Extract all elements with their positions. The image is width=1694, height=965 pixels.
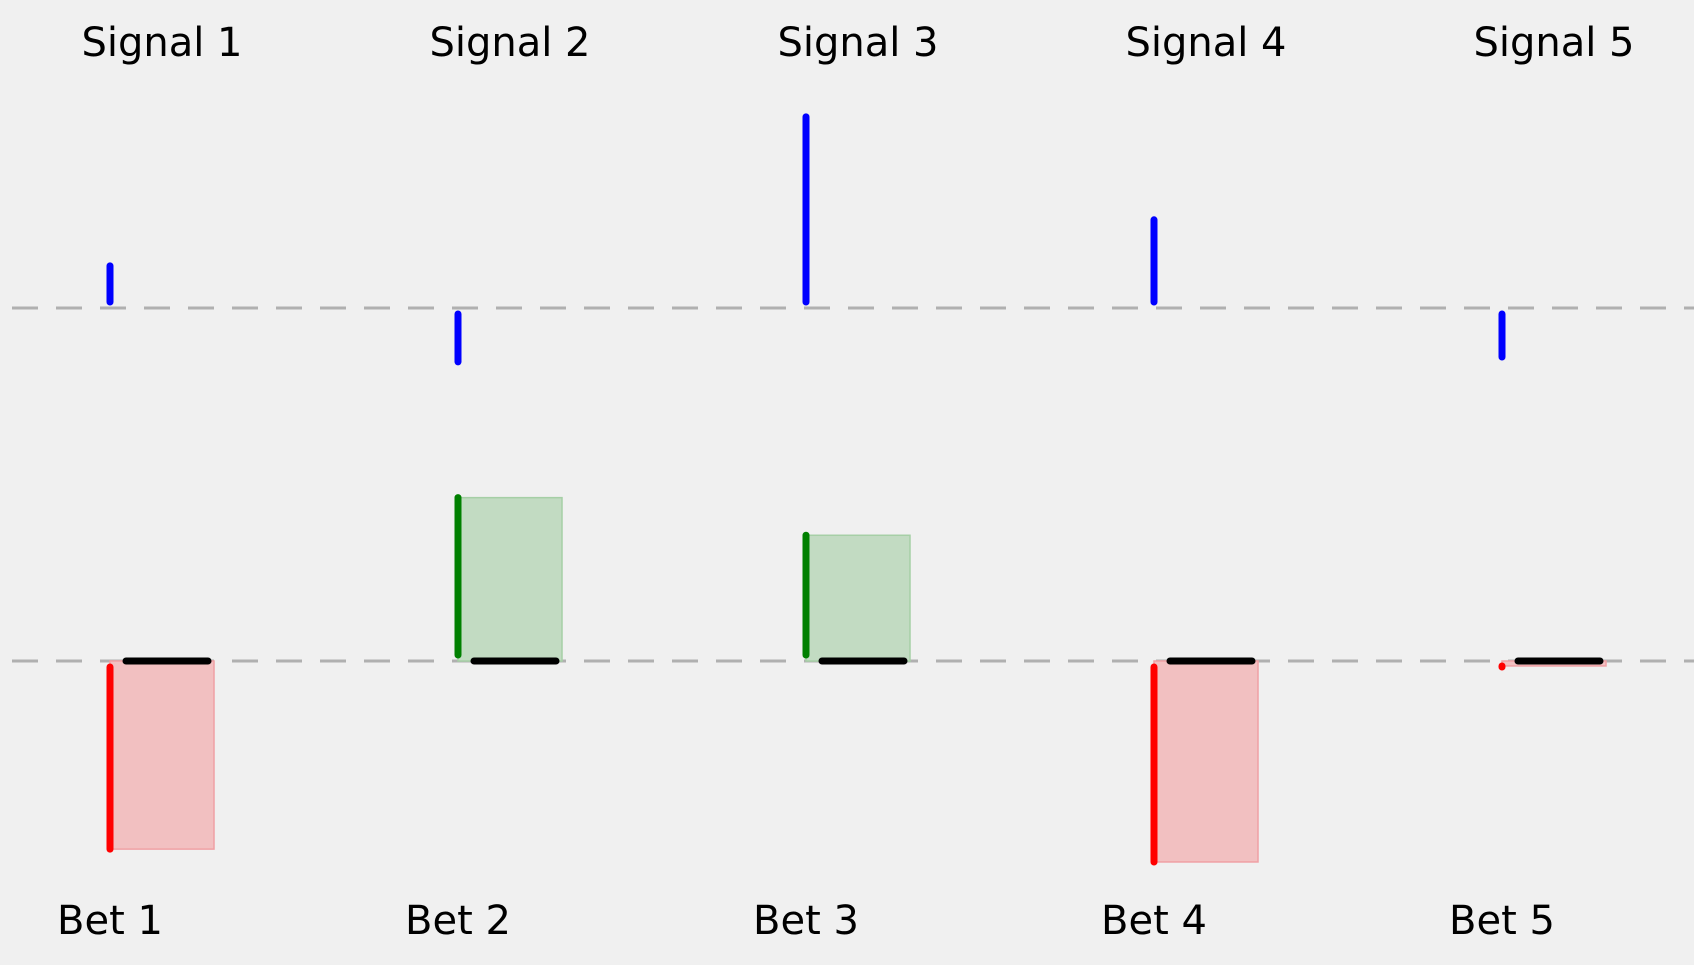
signal-label: Signal 1 — [81, 20, 242, 66]
signal-label: Signal 5 — [1473, 20, 1634, 66]
bet-fill — [1153, 660, 1259, 863]
signal-label: Signal 2 — [429, 20, 590, 66]
bet-label: Bet 1 — [57, 898, 163, 944]
bet-label: Bet 2 — [405, 898, 511, 944]
bet-fill — [457, 496, 563, 662]
bet-label: Bet 5 — [1449, 898, 1555, 944]
bet-label: Bet 4 — [1101, 898, 1207, 944]
bet-label: Bet 3 — [753, 898, 859, 944]
signal-label: Signal 4 — [1125, 20, 1286, 66]
bet-fill — [109, 660, 215, 850]
signal-label: Signal 3 — [777, 20, 938, 66]
bet-fill — [805, 534, 911, 662]
